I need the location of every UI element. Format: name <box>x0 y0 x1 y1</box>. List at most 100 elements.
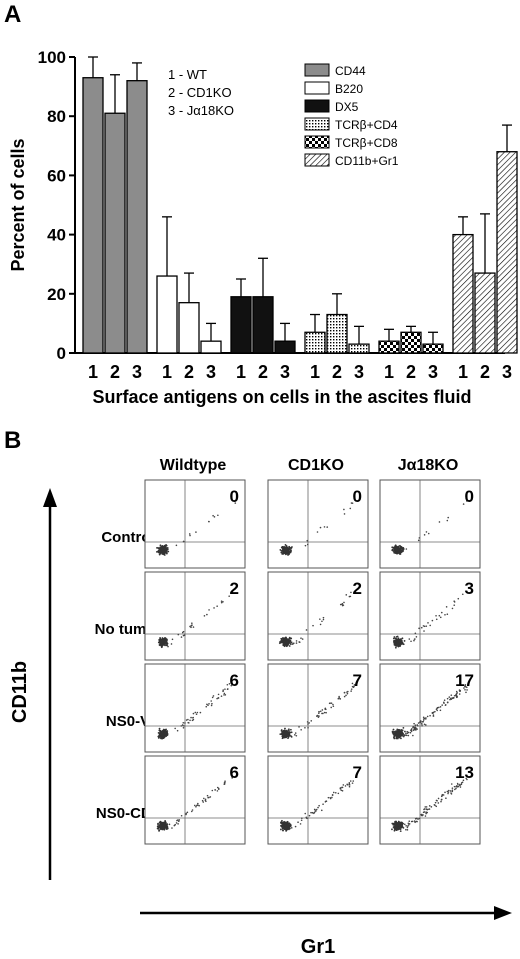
bar-black-2 <box>252 296 274 354</box>
flow-plot: 3 <box>379 571 481 661</box>
bar-checker-1 <box>378 340 400 354</box>
cd11b-axis-label: CD11b <box>9 661 31 723</box>
quadrant-percent: 13 <box>455 763 474 782</box>
key-line-wt: 1 - WT <box>168 67 207 82</box>
quadrant-percent: 7 <box>353 671 362 690</box>
legend-swatch-dots <box>304 117 330 131</box>
group-tick-label: 1 <box>162 362 172 382</box>
cd11b-axis: CD11b <box>9 488 57 880</box>
flow-row-label: NS0-CD1 <box>96 805 160 822</box>
y-tick-label: 40 <box>47 226 66 245</box>
quadrant-percent: 0 <box>465 487 474 506</box>
bar-dots-3 <box>348 343 370 354</box>
legend-label: B220 <box>335 82 363 96</box>
legend: CD44 B220 DX5 TCRβ+CD4 TCRβ+CD8 CD11b+Gr1 <box>304 63 399 168</box>
bar-gray-2 <box>104 112 126 354</box>
flow-plot: 0 <box>267 479 369 569</box>
flow-plot: 6 <box>144 755 246 845</box>
y-axis-title: Percent of cells <box>8 138 28 271</box>
bar-white-3 <box>200 340 222 354</box>
group-tick-label: 2 <box>332 362 342 382</box>
quadrant-percent: 7 <box>353 763 362 782</box>
quadrant-percent: 17 <box>455 671 474 690</box>
y-tick-label: 60 <box>47 166 66 185</box>
bars <box>82 56 518 354</box>
legend-swatch-white <box>304 81 330 95</box>
legend-swatch-checker <box>304 135 330 149</box>
gr1-axis: Gr1 <box>140 906 512 958</box>
group-tick-label: 1 <box>384 362 394 382</box>
bar-gray-1 <box>82 77 104 354</box>
legend-swatch-hatch <box>304 153 330 167</box>
quadrant-percent: 0 <box>230 487 239 506</box>
group-tick-label: 2 <box>110 362 120 382</box>
group-tick-label: 3 <box>354 362 364 382</box>
key-line-cd1ko: 2 - CD1KO <box>168 85 232 100</box>
x-axis-title: Surface antigens on cells in the ascites… <box>92 387 471 407</box>
flow-plot: 13 <box>379 755 481 845</box>
group-tick-label: 2 <box>406 362 416 382</box>
group-tick-label: 2 <box>184 362 194 382</box>
group-tick-label: 2 <box>480 362 490 382</box>
bar-hatch-3 <box>496 151 518 354</box>
flow-plot: 2 <box>144 571 246 661</box>
bar-white-1 <box>156 275 178 354</box>
group-tick-label: 3 <box>502 362 512 382</box>
y-tick-label: 0 <box>57 344 66 363</box>
bar-black-3 <box>274 340 296 354</box>
quadrant-percent: 2 <box>353 579 362 598</box>
group-tick-label: 3 <box>132 362 142 382</box>
group-tick-label: 1 <box>236 362 246 382</box>
flow-plot: 6 <box>144 663 246 753</box>
y-tick-label: 100 <box>38 48 66 67</box>
flow-plot: 0 <box>379 479 481 569</box>
legend-label: CD44 <box>335 64 366 78</box>
group-tick-label: 3 <box>206 362 216 382</box>
bar-checker-3 <box>422 343 444 354</box>
gr1-axis-label: Gr1 <box>301 936 335 958</box>
group-tick-label: 2 <box>258 362 268 382</box>
flow-column-header: CD1KO <box>288 457 344 474</box>
flow-row-label: Control <box>101 529 154 546</box>
flow-plot: 7 <box>267 755 369 845</box>
group-tick-label: 3 <box>280 362 290 382</box>
flow-column-header: Jα18KO <box>398 457 459 474</box>
legend-label: TCRβ+CD8 <box>335 136 398 150</box>
quadrant-percent: 2 <box>230 579 239 598</box>
quadrant-percent: 6 <box>230 671 239 690</box>
bar-gray-3 <box>126 80 148 354</box>
flow-plot: 0 <box>144 479 246 569</box>
y-tick-label: 80 <box>47 107 66 126</box>
flow-plot: 2 <box>267 571 369 661</box>
bar-dots-2 <box>326 313 348 354</box>
y-tick-label: 20 <box>47 285 66 304</box>
panel-a-letter: A <box>4 1 21 28</box>
group-tick-label: 1 <box>310 362 320 382</box>
key-line-ja18ko: 3 - Jα18KO <box>168 103 234 118</box>
bar-hatch-1 <box>452 233 474 354</box>
legend-label: TCRβ+CD4 <box>335 118 398 132</box>
legend-label: CD11b+Gr1 <box>335 154 399 168</box>
legend-swatch-gray <box>304 63 330 77</box>
bar-hatch-2 <box>474 272 496 354</box>
bar-dots-1 <box>304 331 326 354</box>
legend-label: DX5 <box>335 100 359 114</box>
flow-plot: 17 <box>379 663 481 753</box>
quadrant-percent: 0 <box>353 487 362 506</box>
panel-b-letter: B <box>4 427 21 454</box>
quadrant-percent: 3 <box>465 579 474 598</box>
flow-column-header: Wildtype <box>160 457 227 474</box>
flow-plot: 7 <box>267 663 369 753</box>
group-tick-label: 3 <box>428 362 438 382</box>
bar-black-1 <box>230 296 252 354</box>
group-tick-label: 1 <box>458 362 468 382</box>
legend-swatch-black <box>304 99 330 113</box>
quadrant-percent: 6 <box>230 763 239 782</box>
bar-white-2 <box>178 302 200 354</box>
group-key: 1 - WT 2 - CD1KO 3 - Jα18KO <box>168 67 234 118</box>
bar-checker-2 <box>400 331 422 354</box>
